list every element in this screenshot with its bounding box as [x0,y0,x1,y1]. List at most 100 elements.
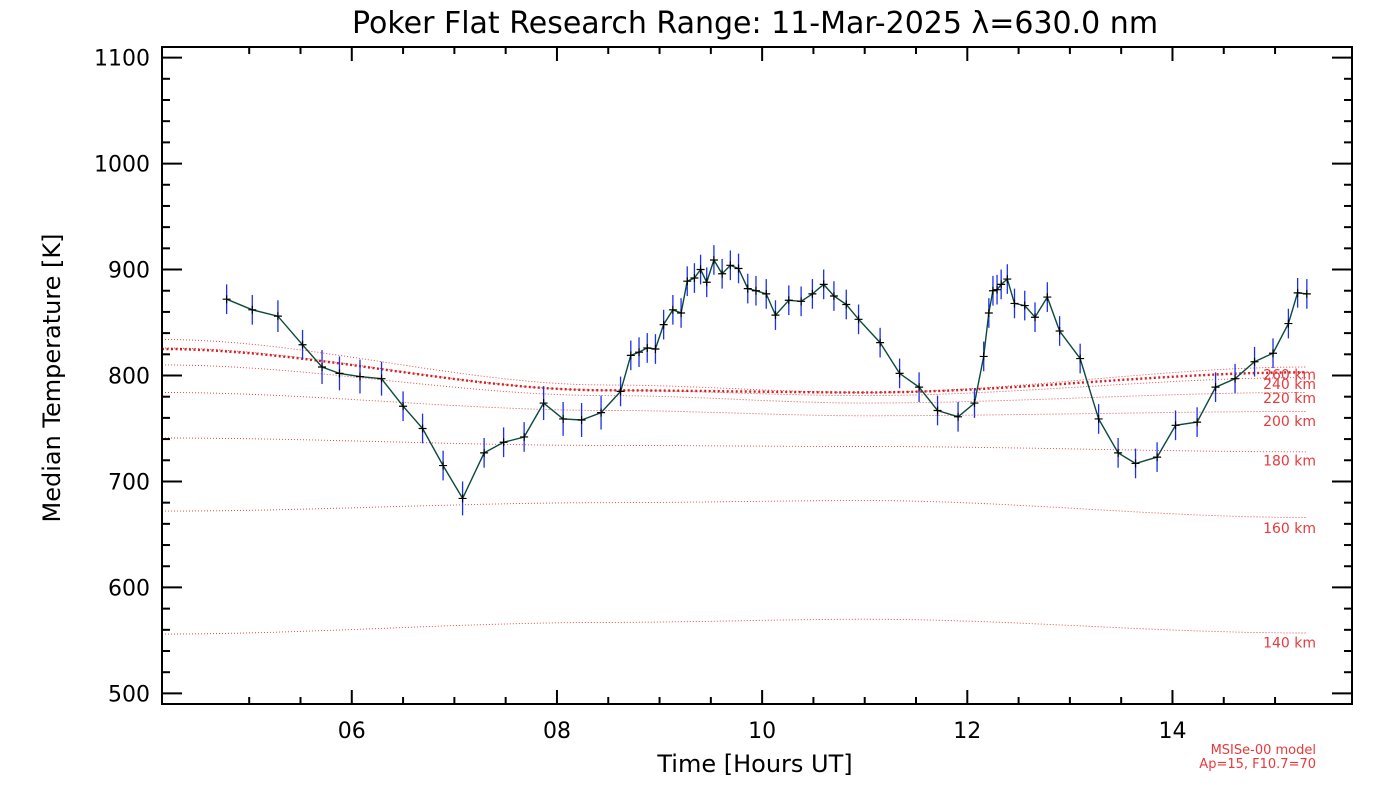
data-point [771,311,780,320]
y-axis-label: Median Temperature [K] [38,233,66,522]
data-point [1020,301,1029,310]
data-point [979,352,988,361]
data-point [520,432,529,441]
data-point [222,295,231,304]
data-point [895,369,904,378]
plot-frame [161,46,1353,705]
data-point [616,387,625,396]
y-tick-label: 700 [108,470,150,495]
data-point [1131,459,1140,468]
data-point [668,305,677,314]
data-point [819,280,828,289]
data-point [1211,383,1220,392]
data-point [626,351,635,360]
data-point [1293,288,1302,297]
altitude-label: 160 km [1263,521,1316,537]
data-point [1302,289,1311,298]
y-tick-label: 600 [108,576,150,601]
data-point [1153,453,1162,462]
data-point [1003,275,1012,284]
data-point [993,285,1002,294]
data-point [1171,421,1180,430]
altitude-label: 200 km [1263,414,1316,430]
data-point [762,289,771,298]
data-point [970,399,979,408]
data-point [690,274,699,283]
chart-title: Poker Flat Research Range: 11-Mar-2025 λ… [352,6,1158,41]
y-tick-label: 800 [108,365,150,390]
data-point [829,292,838,301]
y-tick-label: 900 [108,259,150,284]
data-point [377,374,386,383]
data-point [751,286,760,295]
data-point [273,312,282,321]
data-point [1269,349,1278,358]
data-point [1010,299,1019,308]
data-point [743,284,752,293]
data-point [355,372,364,381]
data-point [439,461,448,470]
data-point [797,297,806,306]
x-tick-label: 14 [1158,719,1186,744]
data-point [842,300,851,309]
data-point [876,338,885,347]
data-point [808,289,817,298]
data-point [559,414,568,423]
data-point [597,408,606,417]
data-point [1250,357,1259,366]
data-point [248,305,257,314]
x-tick-label: 12 [953,719,981,744]
data-point [1284,319,1293,328]
data-point [1114,448,1123,457]
y-tick-label: 500 [108,682,150,707]
data-point [298,340,307,349]
altitude-label: 240 km [1263,377,1316,393]
x-axis-label: Time [Hours UT] [656,750,852,778]
data-point [683,277,692,286]
data-point [702,278,711,287]
data-point [577,416,586,425]
data-point [954,412,963,421]
data-point [418,424,427,433]
altitude-label: 180 km [1263,453,1316,469]
data-point [651,345,660,354]
measurement-layer [222,245,1311,516]
data-point [1043,293,1052,302]
data-point [933,406,942,415]
data-point [1231,374,1240,383]
data-point [499,438,508,447]
data-point [643,343,652,352]
data-point [659,320,668,329]
data-point [1076,354,1085,363]
model-curve-1 [162,500,1306,518]
y-tick-label: 1100 [94,47,150,72]
data-point [1094,414,1103,423]
data-point [458,494,467,503]
data-point [1055,326,1064,335]
data-point [1031,313,1040,322]
altitude-label: 260 km [1263,367,1316,383]
data-point [1193,418,1202,427]
y-tick-label: 1000 [94,153,150,178]
x-tick-label: 06 [338,719,366,744]
data-point [734,264,743,273]
data-point [677,308,686,317]
data-point [335,369,344,378]
data-point [997,280,1006,289]
model-curves-layer [161,339,1306,635]
model-note-line-2: Ap=15, F10.7=70 [1199,757,1316,772]
data-point [854,315,863,324]
data-point [480,448,489,457]
altitude-label: 220 km [1263,391,1316,407]
model-curve-6 [161,339,1306,393]
data-point [726,261,735,270]
model-curve-0 [161,618,1306,635]
model-curve-3 [162,392,1306,417]
altitude-label: 140 km [1263,636,1316,652]
data-point [539,399,548,408]
model-curve-2 [162,437,1306,453]
data-point [915,383,924,392]
data-point [984,308,993,317]
